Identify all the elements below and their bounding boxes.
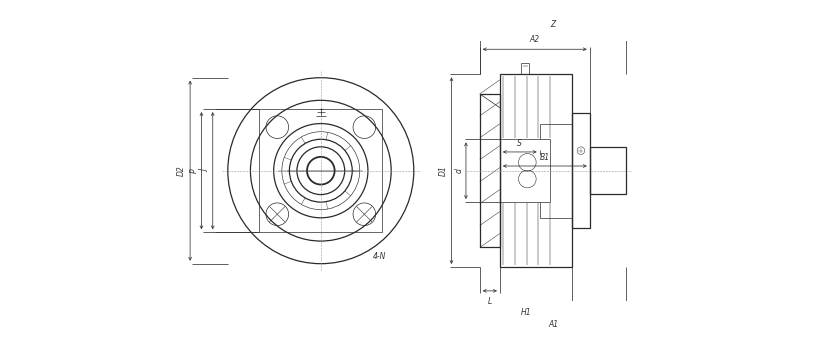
Text: A1: A1 bbox=[548, 320, 558, 329]
Text: P: P bbox=[189, 168, 198, 173]
Text: B1: B1 bbox=[539, 153, 550, 162]
Text: L: L bbox=[488, 296, 492, 306]
Bar bbox=[480, 94, 500, 247]
Bar bbox=[259, 109, 383, 232]
Text: d: d bbox=[455, 168, 463, 173]
Text: H1: H1 bbox=[521, 308, 531, 317]
Bar bbox=[500, 140, 551, 202]
Text: Z: Z bbox=[550, 20, 556, 28]
Bar bbox=[500, 74, 572, 267]
Bar bbox=[590, 147, 626, 194]
Text: A2: A2 bbox=[530, 35, 540, 44]
Text: 4-N: 4-N bbox=[373, 252, 387, 261]
Text: J: J bbox=[201, 170, 210, 172]
Text: D2: D2 bbox=[177, 165, 186, 176]
Text: D1: D1 bbox=[439, 165, 448, 176]
Bar bbox=[572, 114, 590, 228]
Text: S: S bbox=[517, 139, 522, 148]
